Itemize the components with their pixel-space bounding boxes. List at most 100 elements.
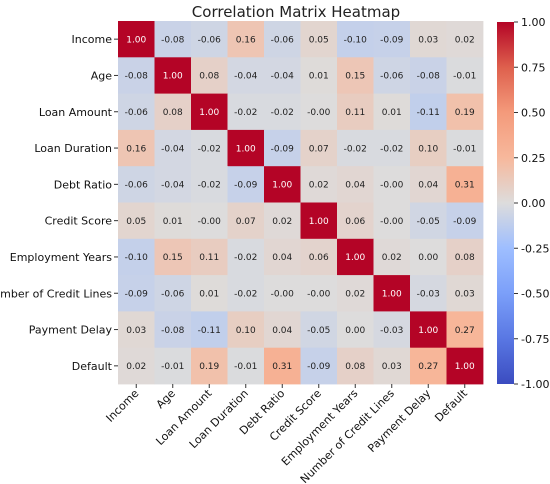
row-label: Credit Score (45, 215, 113, 228)
cell-value-label: 0.03 (455, 289, 475, 299)
cell-value-label: 0.27 (418, 362, 438, 372)
colorbar-tick-label: 0.00 (521, 197, 546, 210)
colorbar-tick-label: -1.00 (521, 378, 549, 391)
cell-value-label: -0.05 (417, 217, 440, 227)
heatmap-cell (191, 57, 228, 94)
cell-value-label: -0.09 (380, 35, 404, 45)
cell-value-label: 1.00 (418, 326, 438, 336)
cell-value-label: 0.00 (345, 326, 365, 336)
cell-value-label: 0.11 (345, 108, 365, 118)
cell-value-label: -0.02 (198, 144, 221, 154)
heatmap-cell (264, 202, 301, 240)
cell-value-label: -0.09 (234, 181, 258, 191)
heatmap-cell (300, 238, 338, 276)
heatmap-cell (337, 275, 374, 312)
heatmap-cell (191, 93, 228, 131)
heatmap-cell (300, 57, 338, 94)
heatmap-cell (373, 202, 411, 240)
cell-value-label: -0.09 (271, 144, 295, 154)
colorbar-tick-label: 0.25 (521, 152, 546, 165)
colorbar-ticks: 1.00 0.75 0.50 0.25 0.00 -0.25 -0.50 -0.75 -1.00 (514, 16, 549, 391)
cell-value-label: -0.04 (234, 72, 258, 82)
cell-value-label: 0.27 (455, 326, 475, 336)
cell-value-label: 0.08 (163, 108, 183, 118)
heatmap-cell (446, 202, 484, 240)
cell-value-label: -0.02 (234, 289, 257, 299)
heatmap-cell (410, 275, 447, 312)
cell-value-label: 0.04 (272, 253, 292, 263)
cell-value-label: 0.02 (126, 362, 146, 372)
heatmap-cell (300, 311, 338, 349)
heatmap-cell (410, 347, 447, 385)
heatmap-cell (337, 129, 374, 167)
colorbar-tick-label: -0.75 (521, 333, 549, 346)
cell-value-label: -0.08 (161, 35, 185, 45)
cell-value-label: -0.02 (380, 144, 403, 154)
row-labels: Income Age Loan Amount Loan Duration Debt Ra… (0, 33, 118, 373)
heatmap-cell (373, 21, 411, 58)
cell-value-label: -0.06 (125, 181, 149, 191)
cell-value-label: 0.01 (382, 108, 402, 118)
row-label: Income (72, 33, 113, 46)
cell-value-label: 0.08 (455, 253, 475, 263)
colorbar-tick-label: 1.00 (521, 16, 546, 29)
cell-value-label: -0.02 (234, 108, 257, 118)
cell-value-label: 0.07 (236, 217, 256, 227)
heatmap-cell (337, 93, 374, 131)
cell-value-label: 0.03 (418, 35, 438, 45)
heatmap-cell (227, 21, 265, 58)
heatmap-cell (410, 129, 447, 167)
cell-value-label: 0.07 (309, 144, 329, 154)
heatmap-cell (337, 202, 374, 240)
cell-value-label: 0.01 (309, 72, 329, 82)
cell-value-label: -0.01 (453, 72, 476, 82)
heatmap-cell (264, 238, 301, 276)
cell-value-label: 1.00 (345, 253, 365, 263)
heatmap-cell (300, 202, 338, 240)
cell-value-label: -0.09 (453, 217, 477, 227)
heatmap-cell (191, 238, 228, 276)
cell-value-label: 0.10 (418, 144, 438, 154)
cell-value-label: 1.00 (236, 144, 256, 154)
cell-value-label: 0.04 (272, 326, 292, 336)
heatmap-cell (337, 21, 374, 58)
heatmap-cell (191, 311, 228, 349)
column-label: Payment Delay (365, 387, 433, 455)
cell-value-label: 1.00 (455, 362, 475, 372)
cell-value-label: 0.15 (345, 72, 365, 82)
row-label: Loan Amount (39, 106, 113, 119)
row-label: Payment Delay (29, 324, 113, 337)
cell-value-label: -0.00 (198, 217, 222, 227)
cell-value-label: 0.05 (309, 35, 329, 45)
heatmap-cell (154, 275, 192, 312)
cell-value-label: -0.00 (271, 289, 295, 299)
cell-value-label: 0.04 (418, 181, 438, 191)
heatmap-cell (410, 238, 447, 276)
heatmap-cell (373, 347, 411, 385)
row-label: Employment Years (10, 251, 112, 264)
heatmap-cell (373, 238, 411, 276)
heatmap-cell (154, 129, 192, 167)
cell-value-label: -0.06 (271, 35, 295, 45)
heatmap-cell (300, 129, 338, 167)
cell-value-label: -0.11 (417, 108, 440, 118)
cell-value-label: 0.02 (382, 253, 402, 263)
cell-value-label: -0.00 (307, 108, 331, 118)
column-label: Default (432, 386, 470, 424)
cell-value-label: 0.15 (163, 253, 183, 263)
heatmap-cell (264, 57, 301, 94)
heatmap-cell (373, 311, 411, 349)
row-label: Loan Duration (34, 142, 112, 155)
heatmap-cell (264, 129, 301, 167)
cell-value-label: 0.08 (345, 362, 365, 372)
cell-value-label: 0.16 (236, 35, 256, 45)
cell-value-label: 0.06 (345, 217, 365, 227)
column-label: Age (154, 387, 178, 411)
heatmap-cell (446, 238, 484, 276)
heatmap-cell (446, 166, 484, 203)
cell-value-label: -0.08 (125, 72, 149, 82)
cell-value-label: -0.05 (307, 326, 330, 336)
heatmap-cell (337, 238, 374, 276)
heatmap-cell (446, 347, 484, 385)
